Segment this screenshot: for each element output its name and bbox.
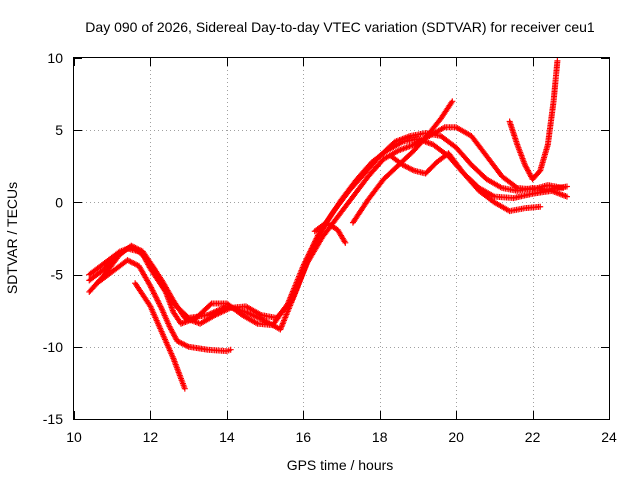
x-tick-label: 14 xyxy=(219,429,235,445)
data-point xyxy=(207,301,214,308)
y-tick-label: 10 xyxy=(47,50,63,66)
data-point xyxy=(554,57,561,64)
axis-tick-labels: 10 12 14 16 18 20 22 24 -15 -10 -5 0 5 10 xyxy=(43,50,617,445)
y-tick-label: 5 xyxy=(55,122,63,138)
x-axis-label: GPS time / hours xyxy=(287,457,394,473)
series-trace-7 xyxy=(388,150,544,215)
y-axis-label: SDTVAR / TECUs xyxy=(4,182,20,294)
x-tick-label: 12 xyxy=(143,429,159,445)
data-point xyxy=(181,385,188,392)
data-point xyxy=(449,98,456,105)
x-tick-label: 10 xyxy=(66,429,82,445)
y-tick-label: -5 xyxy=(51,267,64,283)
series-trace-8 xyxy=(311,219,349,246)
y-tick-label: -10 xyxy=(43,339,63,355)
data-point xyxy=(512,183,519,190)
data-point xyxy=(227,346,234,353)
data-points xyxy=(86,57,570,392)
data-point xyxy=(342,239,349,246)
data-point xyxy=(537,203,544,210)
series-trace-4 xyxy=(93,257,234,355)
series-trace-5 xyxy=(132,280,188,392)
y-tick-label: -15 xyxy=(43,411,63,427)
x-tick-label: 22 xyxy=(525,429,541,445)
series-trace-6 xyxy=(349,98,456,226)
data-point xyxy=(563,193,570,200)
x-tick-label: 24 xyxy=(601,429,617,445)
data-point xyxy=(563,183,570,190)
grid xyxy=(74,58,609,419)
series-trace-9 xyxy=(506,57,561,183)
x-tick-label: 16 xyxy=(295,429,311,445)
data-point xyxy=(560,184,567,191)
chart-title: Day 090 of 2026, Sidereal Day-to-day VTE… xyxy=(85,19,595,35)
y-tick-label: 0 xyxy=(55,194,63,210)
x-tick-label: 20 xyxy=(448,429,464,445)
x-tick-label: 18 xyxy=(372,429,388,445)
plot-frame xyxy=(73,57,610,420)
series-trace-3 xyxy=(86,124,567,327)
